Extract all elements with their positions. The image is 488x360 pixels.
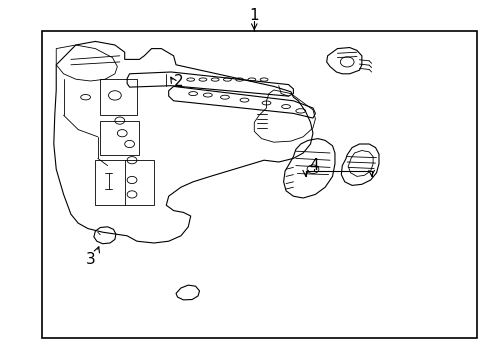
Bar [95,160,154,205]
Text: 3: 3 [85,252,95,267]
Text: 1: 1 [249,8,259,23]
Bar [41,31,476,338]
Text: 4: 4 [309,158,319,173]
Text: 2: 2 [173,73,183,89]
Bar [100,121,139,155]
Bar [100,79,137,115]
